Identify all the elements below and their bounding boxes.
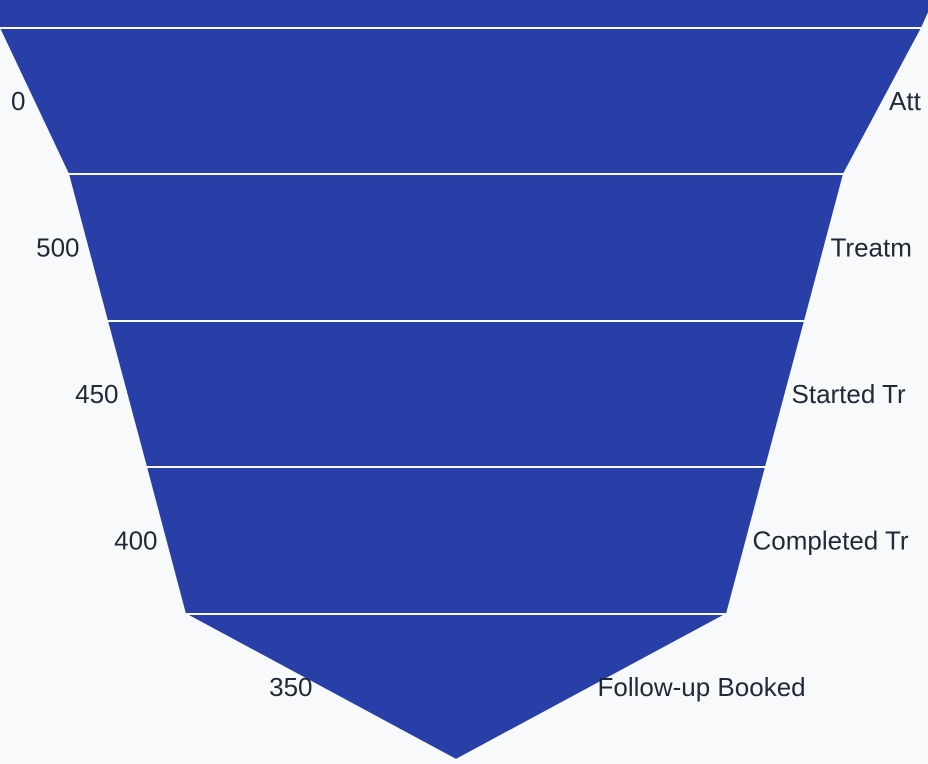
- funnel-segment: [66, 173, 846, 322]
- funnel-stage-label: Started Tr: [792, 379, 906, 409]
- funnel-value-label: 400: [114, 526, 157, 556]
- funnel-value-label: 350: [269, 672, 312, 702]
- funnel-stage-label: Att: [889, 86, 922, 116]
- funnel-stage-label: Follow-up Booked: [598, 672, 806, 702]
- funnel-stage-labels: Att Treatm Started Tr Completed Tr Follow-up…: [598, 86, 922, 702]
- funnel-segment: [184, 613, 728, 762]
- funnel-segment: [0, 0, 928, 29]
- funnel-value-label: 450: [75, 379, 118, 409]
- funnel-stage-label: Completed Tr: [753, 526, 909, 556]
- funnel-value-label: 0: [11, 86, 25, 116]
- funnel-value-label: 500: [36, 233, 79, 263]
- funnel-value-labels: 0 500 450 400 350: [11, 86, 312, 702]
- funnel-segment: [144, 466, 768, 615]
- funnel-segment: [105, 320, 807, 468]
- funnel-segment: [0, 27, 924, 175]
- funnel-stage-label: Treatm: [831, 233, 912, 263]
